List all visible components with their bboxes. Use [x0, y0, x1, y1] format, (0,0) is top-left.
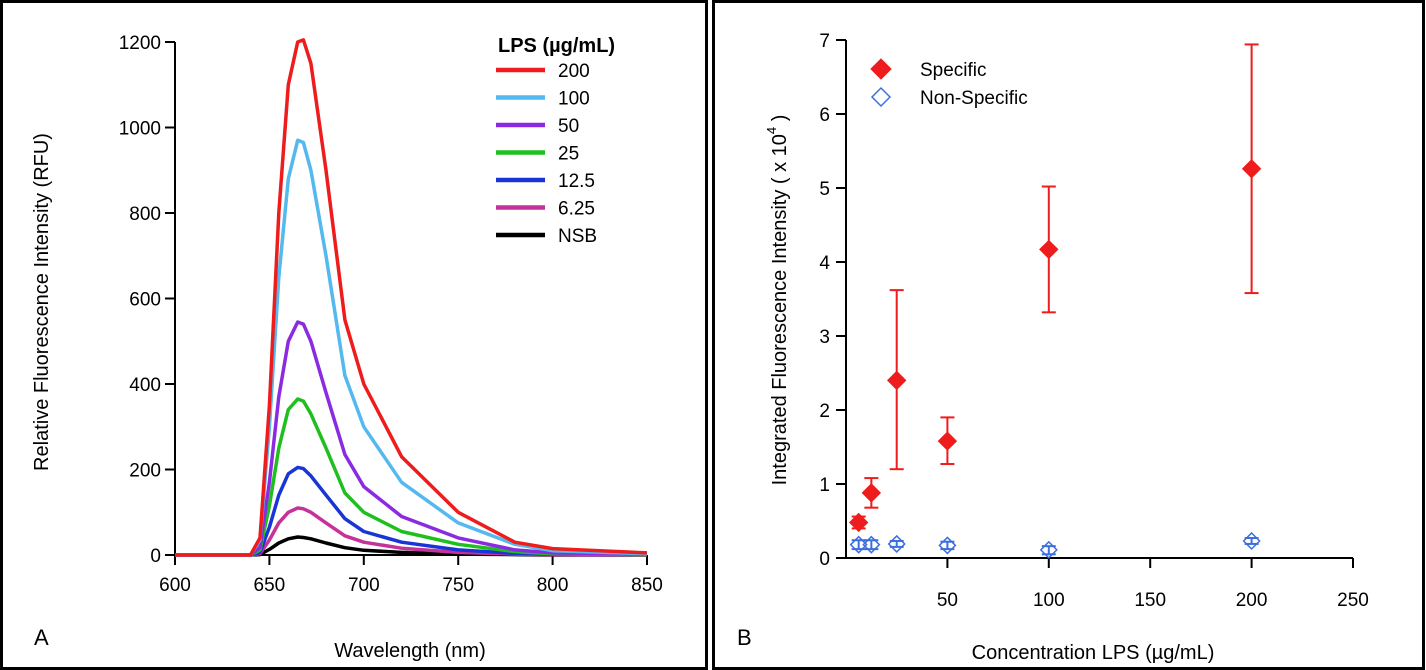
legend-label-b: Non-Specific [920, 88, 1028, 109]
legend-label-a: 100 [558, 89, 590, 110]
legend-marker-b [870, 58, 892, 80]
data-point-nonspecific [849, 535, 868, 554]
panel-label-a: A [34, 625, 49, 650]
data-point-specific [937, 431, 958, 451]
y-axis-label-a: Relative Fluorescence Intensity (RFU) [31, 133, 53, 471]
data-point-nonspecific [938, 536, 957, 555]
y-tick-label-b: 4 [819, 253, 830, 274]
legend-label-a: 6.25 [558, 199, 595, 220]
x-tick-label-b: 250 [1337, 590, 1369, 611]
panel-a-series [175, 38, 648, 557]
legend-title: LPS (µg/mL) [498, 35, 615, 57]
panel-a-legend: LPS (µg/mL) 200 100 50 25 12.5 6.25 NSB [496, 35, 615, 247]
data-point-nonspecific [1039, 540, 1058, 559]
x-tick-label-a: 750 [442, 575, 474, 596]
panel-b-legend: Specific Non-Specific [870, 58, 1028, 109]
y-tick-label-b: 5 [819, 179, 830, 200]
x-tick-label-a: 850 [631, 575, 663, 596]
data-point-specific [848, 512, 869, 533]
spectrum-line-6.25 [175, 506, 648, 557]
panel-b-series [848, 43, 1262, 559]
panel-b-axes: 0 1 2 3 4 5 6 7 50 100 150 200 250 [819, 31, 1368, 611]
spectrum-line-50 [175, 320, 648, 557]
y-tick-label-a: 400 [129, 375, 161, 396]
data-point-specific [861, 483, 882, 503]
y-axis-label-b-exponent: 4 [764, 127, 779, 134]
panel-b-frame [712, 0, 1425, 670]
y-tick-label-b: 6 [819, 105, 830, 126]
data-point-specific [886, 370, 907, 391]
y-tick-label-a: 0 [150, 546, 161, 567]
legend-label-a: 200 [558, 61, 590, 82]
y-tick-label-a: 200 [129, 461, 161, 482]
x-tick-label-b: 50 [937, 590, 958, 611]
y-tick-label-b: 3 [819, 327, 830, 348]
spectrum-line-25 [175, 397, 648, 557]
y-tick-label-a: 800 [129, 204, 161, 225]
x-tick-label-b: 100 [1033, 590, 1065, 611]
x-tick-label-b: 200 [1236, 590, 1268, 611]
y-axis-label-b-group: Integrated Fluorescence Intensity ( x 10… [764, 115, 791, 486]
x-tick-label-b: 150 [1134, 590, 1166, 611]
panel-label-b: B [737, 625, 752, 650]
y-tick-label-b: 0 [819, 549, 830, 570]
x-tick-label-a: 600 [159, 575, 191, 596]
y-tick-label-a: 600 [129, 290, 161, 311]
y-axis-label-b-main: Integrated Fluorescence Intensity ( x 10 [769, 134, 791, 485]
legend-label-a: 25 [558, 144, 579, 165]
y-tick-label-b: 2 [819, 401, 830, 422]
x-axis-label-a: Wavelength (nm) [334, 640, 486, 662]
x-tick-label-a: 800 [537, 575, 569, 596]
x-tick-label-a: 700 [348, 575, 380, 596]
data-point-nonspecific [862, 535, 881, 554]
data-point-nonspecific [887, 534, 906, 554]
y-tick-label-a: 1200 [119, 33, 161, 54]
panel-b: 0 1 2 3 4 5 6 7 50 100 150 200 250 Specific Non-Speci… [737, 31, 1369, 664]
y-axis-label-b-close: ) [769, 115, 791, 127]
legend-label-a: 50 [558, 116, 579, 137]
legend-label-a: 12.5 [558, 171, 595, 192]
data-point-specific [1241, 159, 1262, 179]
spectrum-line-200 [175, 38, 648, 557]
legend-label-a: NSB [558, 226, 597, 247]
data-point-nonspecific [1242, 531, 1261, 551]
y-tick-label-b: 7 [819, 31, 830, 52]
y-axis-label-b: Integrated Fluorescence Intensity ( x 10… [764, 115, 791, 486]
spectrum-line-12.5 [175, 465, 648, 557]
panel-a-frame [0, 0, 708, 670]
legend-marker-b [870, 86, 892, 108]
x-tick-label-a: 650 [254, 575, 286, 596]
y-tick-label-b: 1 [819, 475, 830, 496]
panel-a-axes: 0 200 400 600 800 1000 1200 600 650 700 750 800 850 [119, 33, 663, 596]
y-tick-label-a: 1000 [119, 119, 161, 140]
data-point-specific [1039, 239, 1059, 260]
legend-label-b: Specific [920, 60, 987, 81]
x-axis-label-b: Concentration LPS (µg/mL) [972, 642, 1215, 664]
